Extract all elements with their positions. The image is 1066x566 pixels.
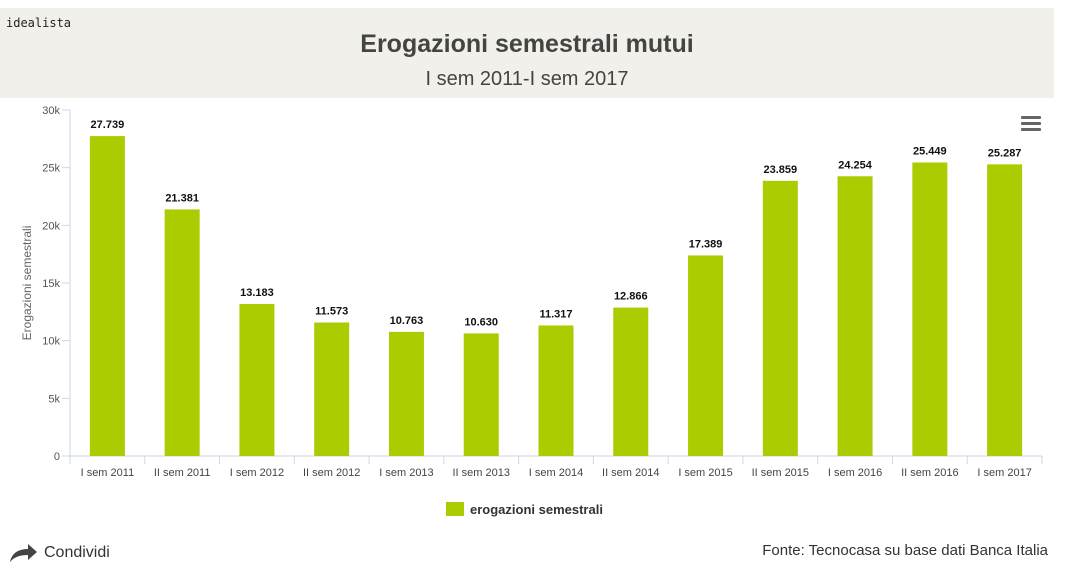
bar xyxy=(164,209,200,456)
bar xyxy=(463,333,499,456)
bar xyxy=(762,180,798,456)
data-label: 25.287 xyxy=(988,147,1022,159)
y-tick-label: 5k xyxy=(48,393,60,405)
bar xyxy=(89,136,125,456)
data-label: 24.254 xyxy=(838,159,873,171)
data-label: 21.381 xyxy=(165,192,199,204)
chart-title: Erogazioni semestrali mutui xyxy=(360,30,694,58)
legend-label: erogazioni semestrali xyxy=(470,501,603,517)
bar xyxy=(538,325,574,456)
x-tick-label: I sem 2017 xyxy=(977,467,1031,479)
bar xyxy=(314,322,350,456)
x-tick-label: II sem 2011 xyxy=(154,467,211,479)
legend-swatch xyxy=(446,502,464,516)
data-label: 10.763 xyxy=(390,315,424,327)
y-tick-label: 25k xyxy=(42,163,60,175)
x-tick-label: I sem 2011 xyxy=(81,467,135,479)
x-tick-label: II sem 2016 xyxy=(901,467,958,479)
share-arrow-icon xyxy=(10,544,37,562)
y-tick-label: 30k xyxy=(42,105,60,117)
y-tick-label: 20k xyxy=(42,220,60,232)
bar xyxy=(688,255,724,456)
hamburger-menu-icon[interactable] xyxy=(1018,114,1044,136)
source-note: Fonte: Tecnocasa su base dati Banca Ital… xyxy=(762,542,1048,559)
x-tick-label: II sem 2012 xyxy=(303,467,360,479)
data-label: 27.739 xyxy=(91,119,125,131)
share-button[interactable]: Condividi xyxy=(8,542,110,564)
data-label: 11.317 xyxy=(539,308,572,320)
bar xyxy=(613,307,649,456)
x-tick-label: I sem 2016 xyxy=(828,467,882,479)
data-label: 25.449 xyxy=(913,145,947,157)
data-label: 12.866 xyxy=(614,291,648,303)
x-tick-label: I sem 2015 xyxy=(678,467,732,479)
data-label: 23.859 xyxy=(763,164,797,176)
x-tick-label: II sem 2013 xyxy=(452,467,509,479)
brand-logo: idealista xyxy=(6,16,72,30)
y-tick-label: 15k xyxy=(42,278,60,290)
legend-item[interactable]: erogazioni semestrali xyxy=(446,500,603,518)
bar xyxy=(239,303,275,456)
share-label: Condividi xyxy=(44,544,110,561)
x-tick-label: II sem 2014 xyxy=(602,467,659,479)
bar xyxy=(388,331,424,456)
y-tick-label: 0 xyxy=(54,451,60,463)
bar xyxy=(912,162,948,456)
y-tick-label: 10k xyxy=(42,336,60,348)
x-tick-label: I sem 2013 xyxy=(379,467,433,479)
bar-chart: 0 5k 10k 15k 20k 25k 30k Erogazioni semestrali 2… xyxy=(20,105,1043,479)
x-tick-label: I sem 2014 xyxy=(529,467,583,479)
data-label: 13.183 xyxy=(240,287,274,299)
x-tick-label: I sem 2012 xyxy=(230,467,284,479)
chart-header: idealista Erogazioni semestrali mutui I … xyxy=(0,8,1054,98)
data-label: 17.389 xyxy=(689,238,723,250)
x-tick-label: II sem 2015 xyxy=(752,467,809,479)
data-label: 11.573 xyxy=(315,306,348,318)
data-label: 10.630 xyxy=(464,316,498,328)
y-axis-title: Erogazioni semestrali xyxy=(20,226,34,341)
bar xyxy=(837,176,873,456)
bar xyxy=(987,164,1023,456)
chart-subtitle: I sem 2011-I sem 2017 xyxy=(425,68,629,90)
